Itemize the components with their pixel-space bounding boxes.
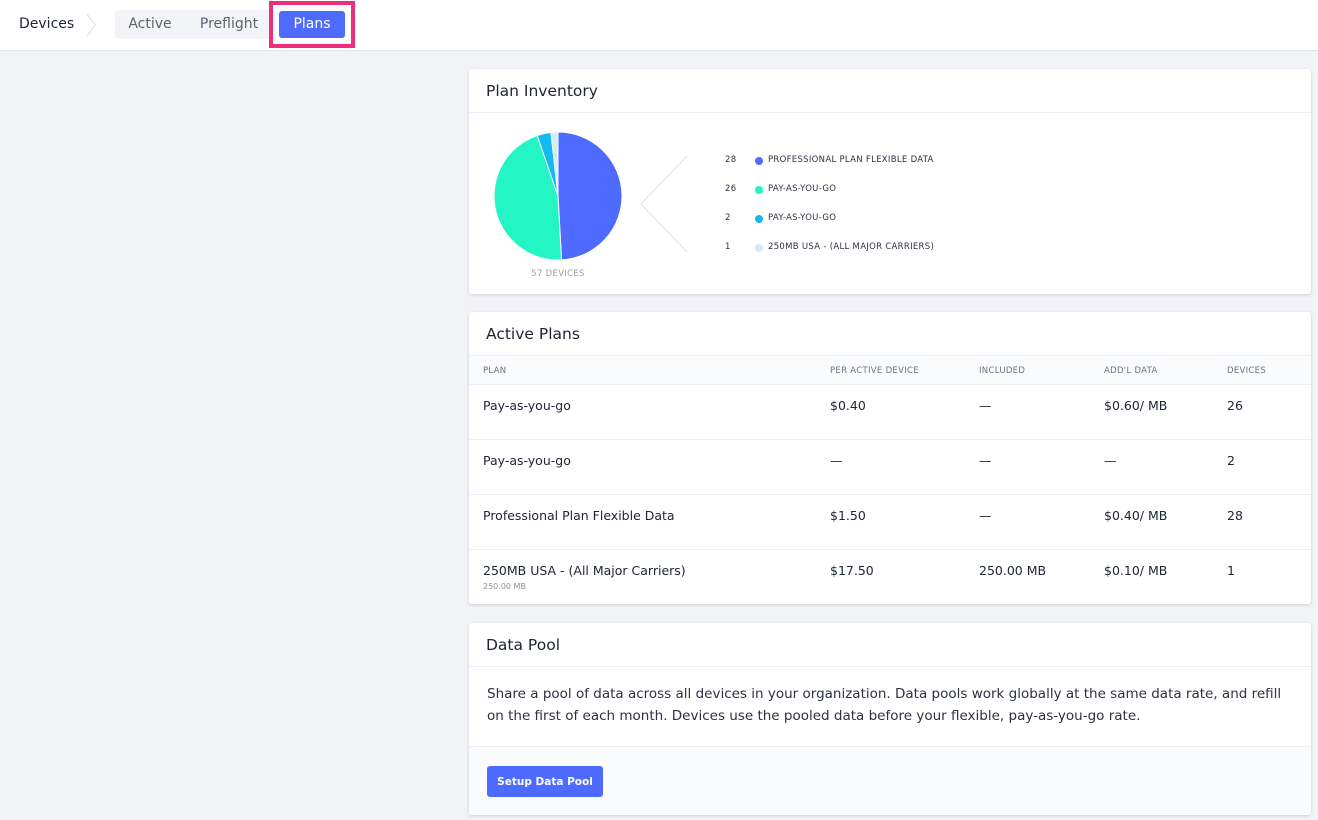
- table-row[interactable]: 250MB USA - (All Major Carriers) 250.00 …: [469, 550, 1311, 605]
- cell-devices: 2: [1227, 453, 1235, 468]
- cell-included: 250.00 MB: [979, 563, 1047, 578]
- chevron-right-icon: [86, 13, 96, 37]
- cell-devices: 1: [1227, 563, 1235, 578]
- active-plans-title: Active Plans: [469, 312, 1311, 356]
- legend-label: PAY-AS-YOU-GO: [768, 213, 837, 223]
- pie-chart: [493, 131, 623, 261]
- legend-label: PAY-AS-YOU-GO: [768, 184, 837, 194]
- table-header: PLAN PER ACTIVE DEVICE INCLUDED ADD'L DA…: [469, 356, 1311, 385]
- tab-plans[interactable]: Plans: [279, 11, 345, 38]
- data-pool-description: Share a pool of data across all devices …: [469, 667, 1311, 747]
- pie-caption: 57 DEVICES: [531, 269, 585, 279]
- cell-addl-data: $0.60/ MB: [1104, 398, 1168, 413]
- legend-count: 2: [725, 213, 731, 223]
- legend-connector: [640, 155, 688, 253]
- plan-inventory-card: Plan Inventory 57 DEVICES 28 PROFESSIONAL…: [469, 69, 1311, 294]
- legend-label: PROFESSIONAL PLAN FLEXIBLE DATA: [768, 155, 934, 165]
- active-plans-card: Active Plans PLAN PER ACTIVE DEVICE INCL…: [469, 312, 1311, 604]
- legend-dot-icon: [755, 186, 763, 194]
- cell-plan: Pay-as-you-go: [483, 453, 571, 468]
- cell-devices: 28: [1227, 508, 1243, 523]
- cell-plan: 250MB USA - (All Major Carriers): [483, 563, 686, 578]
- top-bar: Devices Active Preflight Plans: [0, 0, 1318, 51]
- legend-count: 1: [725, 242, 731, 252]
- legend-dot-icon: [755, 157, 763, 165]
- pie-slice[interactable]: [557, 131, 623, 261]
- col-devices[interactable]: DEVICES: [1227, 366, 1267, 376]
- pie-chart-svg: [493, 131, 623, 261]
- legend-dot-icon: [755, 215, 763, 223]
- cell-per-active-device: —: [830, 453, 843, 468]
- legend-dot-icon: [755, 244, 763, 252]
- col-per-active-device[interactable]: PER ACTIVE DEVICE: [830, 366, 919, 376]
- pie-slice[interactable]: [550, 131, 559, 197]
- cell-per-active-device: $0.40: [830, 398, 866, 413]
- cell-included: —: [979, 508, 992, 523]
- table-row[interactable]: Pay-as-you-go $0.40 — $0.60/ MB 26: [469, 385, 1311, 440]
- cell-plan: Professional Plan Flexible Data: [483, 508, 675, 523]
- cell-per-active-device: $1.50: [830, 508, 866, 523]
- table-row[interactable]: Pay-as-you-go — — — 2: [469, 440, 1311, 495]
- plan-inventory-title: Plan Inventory: [469, 69, 1311, 113]
- cell-plan-subtext: 250.00 MB: [483, 582, 526, 591]
- col-plan[interactable]: PLAN: [483, 366, 507, 376]
- breadcrumb-devices[interactable]: Devices: [19, 16, 75, 32]
- tab-active[interactable]: Active: [128, 16, 172, 32]
- data-pool-title: Data Pool: [469, 623, 1311, 667]
- setup-data-pool-button[interactable]: Setup Data Pool: [487, 766, 603, 797]
- col-addl-data[interactable]: ADD'L DATA: [1104, 366, 1158, 376]
- legend-count: 26: [725, 184, 737, 194]
- tab-plans-highlight: Plans: [269, 1, 355, 48]
- legend-label: 250MB USA - (ALL MAJOR CARRIERS): [768, 242, 935, 252]
- data-pool-footer: Setup Data Pool: [469, 747, 1311, 814]
- table-row[interactable]: Professional Plan Flexible Data $1.50 — …: [469, 495, 1311, 550]
- cell-addl-data: $0.40/ MB: [1104, 508, 1168, 523]
- cell-plan: Pay-as-you-go: [483, 398, 571, 413]
- legend-count: 28: [725, 155, 737, 165]
- cell-per-active-device: $17.50: [830, 563, 874, 578]
- cell-addl-data: $0.10/ MB: [1104, 563, 1168, 578]
- cell-included: —: [979, 453, 992, 468]
- tab-group: Active Preflight: [115, 10, 273, 39]
- data-pool-card: Data Pool Share a pool of data across al…: [469, 623, 1311, 815]
- cell-included: —: [979, 398, 992, 413]
- col-included[interactable]: INCLUDED: [979, 366, 1026, 376]
- pie-slice[interactable]: [493, 134, 563, 261]
- cell-addl-data: —: [1104, 453, 1117, 468]
- tab-preflight[interactable]: Preflight: [199, 16, 259, 32]
- cell-devices: 26: [1227, 398, 1243, 413]
